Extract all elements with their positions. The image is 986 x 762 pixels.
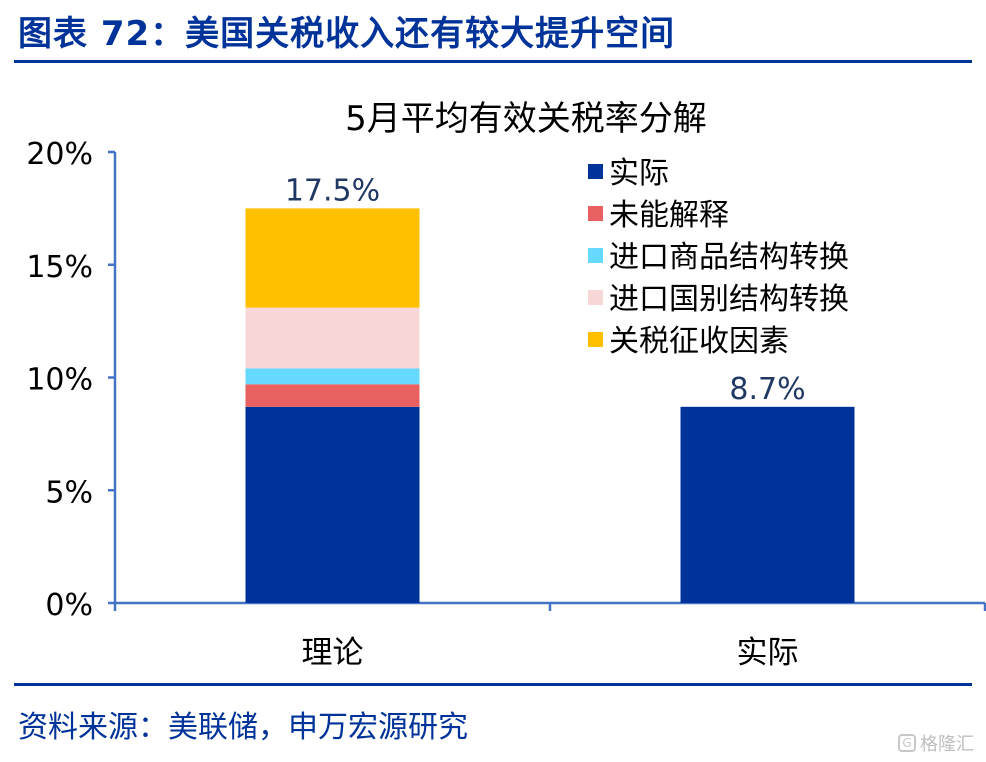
watermark: G 格隆汇 [898,730,974,756]
y-tick-label: 10% [26,363,93,398]
y-tick-label: 5% [45,475,93,510]
x-category-label: 理论 [302,635,364,671]
y-tick-label: 20% [26,137,93,172]
bar-total-label: 8.7% [729,372,805,407]
legend-swatch [588,164,603,179]
legend-label: 关税征收因素 [609,324,789,359]
bar-total-label: 17.5% [285,173,380,208]
watermark-logo-icon: G [898,734,916,752]
footer-rule [14,683,972,686]
legend-label: 进口商品结构转换 [609,240,849,275]
bar-segment [680,406,855,603]
bar-segment [245,406,420,603]
bar-segment [245,384,420,407]
legend-label: 进口国别结构转换 [609,282,849,317]
legend-swatch [588,332,603,347]
y-tick-label: 0% [45,588,93,623]
stacked-bar-chart: 5月平均有效关税率分解 0%5%10%15%20% 17.5%理论8.7%实际 … [26,99,986,671]
header-rule [14,60,972,63]
legend-swatch [588,290,603,305]
watermark-text: 格隆汇 [920,734,974,755]
bar-segment [245,368,420,385]
y-tick-label: 15% [26,250,93,285]
legend-label: 未能解释 [609,198,729,233]
bar-segment [245,208,420,308]
source-note: 资料来源：美联储，申万宏源研究 [18,710,468,745]
legend-label: 实际 [609,156,669,191]
legend-swatch [588,248,603,263]
chart-title: 5月平均有效关税率分解 [345,99,707,139]
figure-header: 图表 72：美国关税收入还有较大提升空间 [18,14,676,54]
legend-swatch [588,206,603,221]
bar-segment [245,307,420,369]
x-category-label: 实际 [737,635,799,671]
